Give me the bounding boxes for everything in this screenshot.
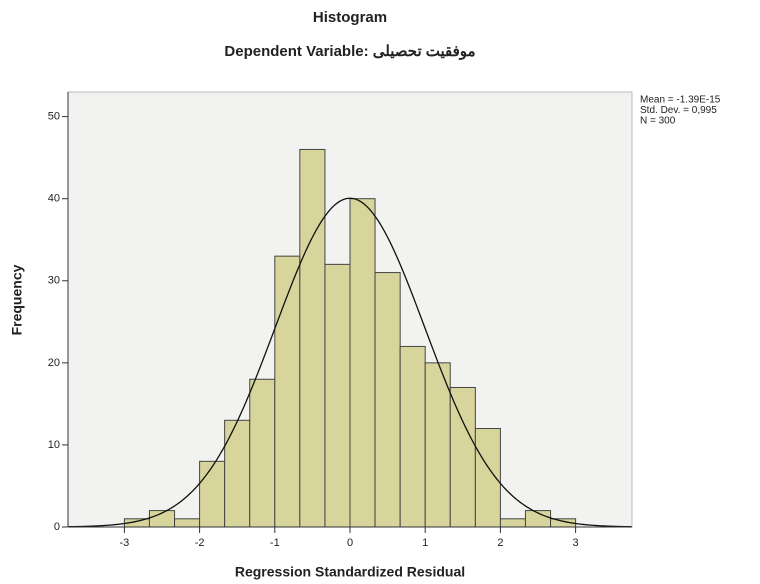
annotation: Mean = -1.39E-15 xyxy=(640,95,721,106)
page: Histogram Dependent Variable: موفقیت تحص… xyxy=(0,0,760,584)
bar xyxy=(200,461,225,527)
x-tick-label: 3 xyxy=(573,537,579,549)
y-tick-label: 10 xyxy=(48,439,60,451)
chart: Histogram Dependent Variable: موفقیت تحص… xyxy=(0,0,760,584)
bar xyxy=(350,199,375,527)
bar xyxy=(500,519,525,527)
annotation: Std. Dev. = 0,995 xyxy=(640,105,717,116)
chart-subtitle: Dependent Variable: موفقیت تحصیلی xyxy=(224,43,475,60)
x-tick-label: -3 xyxy=(120,537,130,549)
x-tick-label: -2 xyxy=(195,537,205,549)
y-tick-label: 50 xyxy=(48,111,60,123)
bar xyxy=(425,363,450,527)
bar xyxy=(300,149,325,527)
bar xyxy=(325,264,350,527)
bar xyxy=(375,273,400,527)
x-axis-title: Regression Standardized Residual xyxy=(235,564,465,580)
y-tick-label: 30 xyxy=(48,275,60,287)
y-axis-title: Frequency xyxy=(9,264,25,335)
y-tick-label: 40 xyxy=(48,193,60,205)
bar xyxy=(225,420,250,527)
bar xyxy=(450,387,475,527)
annotation: N = 300 xyxy=(640,116,676,127)
x-tick-label: 2 xyxy=(497,537,503,549)
bar xyxy=(475,429,500,527)
bar xyxy=(400,346,425,527)
bar xyxy=(250,379,275,527)
x-tick-label: 1 xyxy=(422,537,428,549)
x-tick-label: -1 xyxy=(270,537,280,549)
y-tick-label: 20 xyxy=(48,357,60,369)
x-tick-label: 0 xyxy=(347,537,353,549)
bar xyxy=(175,519,200,527)
y-tick-label: 0 xyxy=(54,521,60,533)
chart-title: Histogram xyxy=(313,9,387,26)
